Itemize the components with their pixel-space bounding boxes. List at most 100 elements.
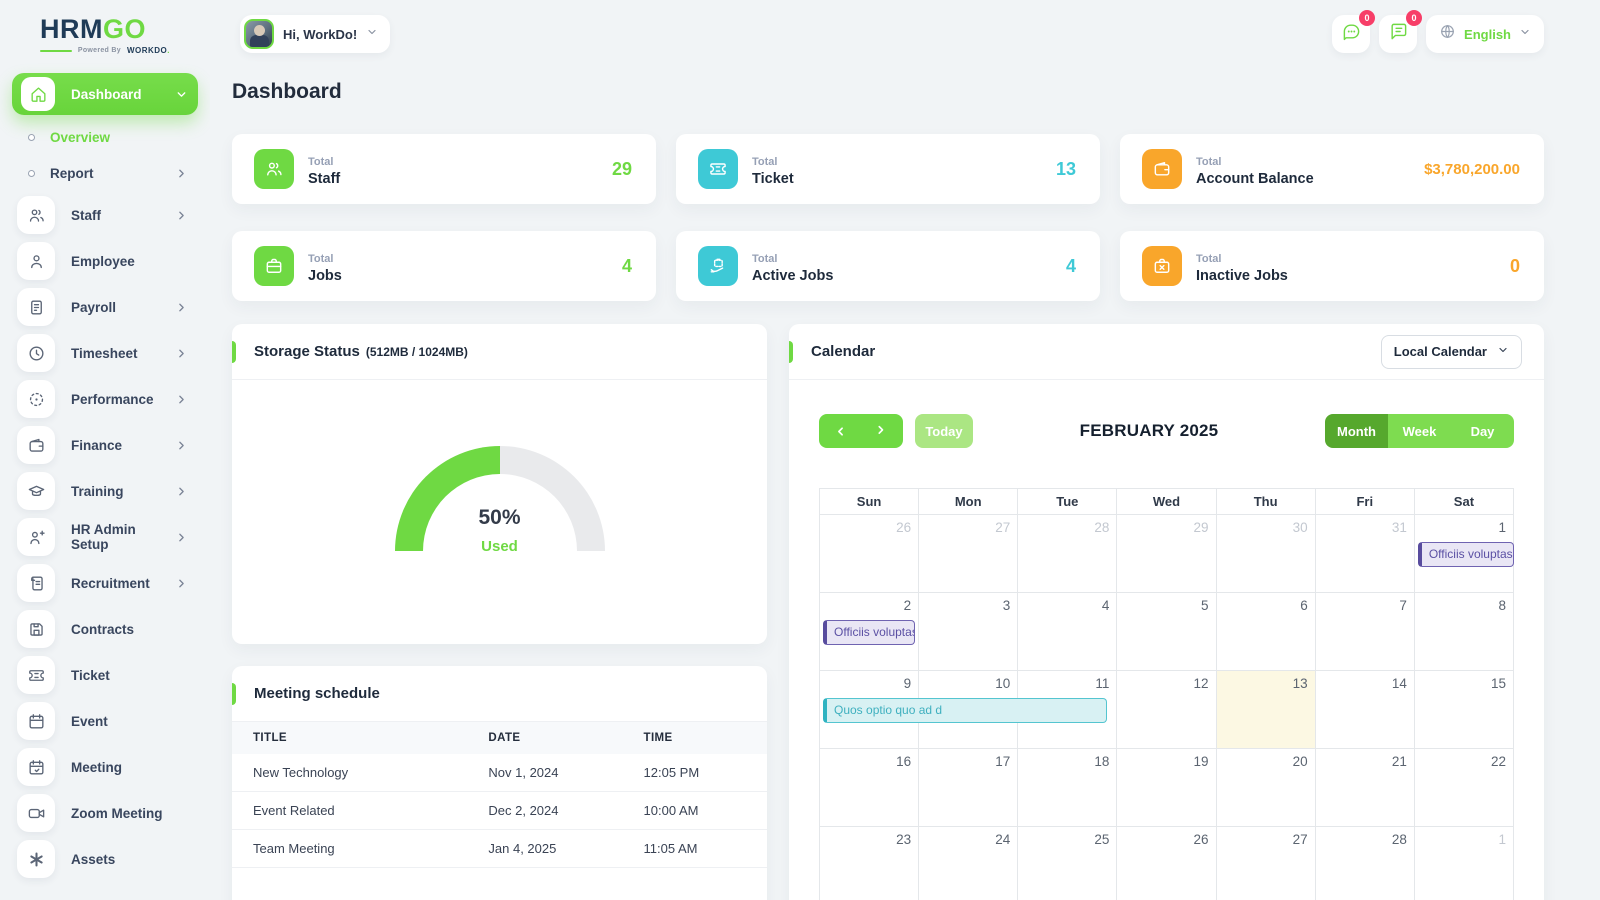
calendar-day-header: Thu	[1215, 488, 1316, 515]
sidebar-item-contracts[interactable]: Contracts	[12, 609, 198, 649]
calendar-day-cell[interactable]: 17	[918, 748, 1019, 827]
sidebar-item-assets[interactable]: Assets	[12, 839, 198, 879]
calendar-day-number: 27	[995, 520, 1011, 535]
calendar-day-cell[interactable]: 26	[818, 514, 920, 593]
calendar-view-month-button[interactable]: Month	[1325, 414, 1388, 448]
sidebar-item-employee[interactable]: Employee	[12, 241, 198, 281]
briefcase-off-icon	[1142, 246, 1182, 286]
calendar-day-cell[interactable]: 15	[1413, 670, 1515, 749]
user-icon	[17, 242, 55, 280]
announcements-button[interactable]: 0	[1379, 10, 1423, 53]
calendar-day-cell[interactable]: 18	[1017, 748, 1118, 827]
calendar-day-number: 13	[1292, 676, 1308, 691]
calendar-day-cell[interactable]: 24	[918, 826, 1019, 900]
sidebar-item-event[interactable]: Event	[12, 701, 198, 741]
brand-logo[interactable]: HRMGO Powered By WORKDO.	[12, 14, 198, 61]
calendar-day-cell[interactable]: 12	[1116, 670, 1217, 749]
stat-card-jobs: Total Jobs 4	[232, 231, 656, 301]
calendar-day-cell[interactable]: 26	[1116, 826, 1217, 900]
storage-gauge: 50% Used	[394, 446, 605, 552]
sidebar-item-staff[interactable]: Staff	[12, 195, 198, 235]
calendar-today-button[interactable]: Today	[915, 414, 973, 448]
calendar-event[interactable]: Officiis voluptas c	[1417, 542, 1514, 567]
sidebar-item-dashboard[interactable]: Dashboard	[12, 73, 198, 115]
calendar-day-number: 23	[896, 832, 912, 847]
sidebar-item-report[interactable]: Report	[28, 159, 188, 187]
stat-value: 4	[1065, 255, 1076, 276]
sidebar-item-overview[interactable]: Overview	[28, 123, 188, 151]
calendar-day-cell[interactable]: 2 Officiis voluptas c	[818, 592, 920, 671]
calendar-day-cell[interactable]: 3	[918, 592, 1019, 671]
sidebar-item-ticket[interactable]: Ticket	[12, 655, 198, 695]
calendar-day-number: 2	[903, 598, 912, 613]
sidebar-item-performance[interactable]: Performance	[12, 379, 198, 419]
user-menu[interactable]: Hi, WorkDo!	[240, 15, 391, 53]
stat-prefix: Total	[1196, 252, 1222, 265]
calendar-day-cell[interactable]: 9 Quos optio quo ad d	[818, 670, 1108, 749]
calendar-day-cell[interactable]: 27	[918, 514, 1019, 593]
calendar-day-number: 3	[1002, 598, 1011, 613]
calendar-event[interactable]: Quos optio quo ad d	[823, 698, 1108, 723]
calendar-day-cell[interactable]: 22	[1413, 748, 1515, 827]
calendar-day-cell[interactable]: 29	[1116, 514, 1217, 593]
language-selector[interactable]: English	[1426, 15, 1544, 53]
calendar-view-day-button[interactable]: Day	[1451, 414, 1514, 448]
calendar-day-cell[interactable]: 20	[1215, 748, 1316, 827]
calendar-day-header: Mon	[918, 488, 1019, 515]
chevron-down-icon	[175, 88, 188, 101]
calendar-day-number: 17	[995, 754, 1011, 769]
calendar-source-select[interactable]: Local Calendar	[1380, 334, 1522, 369]
sidebar-item-training[interactable]: Training	[12, 471, 198, 511]
calendar-day-cell[interactable]: 19	[1116, 748, 1217, 827]
sidebar-item-label: HR Admin Setup	[71, 522, 136, 552]
sidebar-item-recruitment[interactable]: Recruitment	[12, 563, 198, 603]
messages-button[interactable]: 0	[1332, 10, 1376, 53]
calendar-prev-button[interactable]	[819, 414, 861, 448]
sidebar-item-finance[interactable]: Finance	[12, 425, 198, 465]
message-dots-icon	[1342, 22, 1361, 46]
calendar-day-number: 21	[1391, 754, 1407, 769]
chevron-down-icon	[366, 25, 378, 43]
calendar-next-button[interactable]	[861, 414, 903, 448]
calendar-day-cell[interactable]: 28	[1017, 514, 1118, 593]
calendar-title: Calendar	[811, 343, 876, 360]
avatar	[244, 19, 274, 49]
calendar-day-cell[interactable]: 13	[1215, 670, 1316, 749]
calendar-day-number: 16	[896, 754, 912, 769]
calendar-day-cell[interactable]: 7	[1314, 592, 1415, 671]
calendar-day-cell[interactable]: 23	[818, 826, 920, 900]
stat-prefix: Total	[308, 252, 334, 265]
sidebar-item-label: Overview	[50, 129, 111, 145]
calendar-day-cell[interactable]: 27	[1215, 826, 1316, 900]
stat-value: 13	[1055, 158, 1076, 179]
sidebar-item-meeting[interactable]: Meeting	[12, 747, 198, 787]
stat-prefix: Total	[1196, 155, 1222, 168]
calendar-day-cell[interactable]: 6	[1215, 592, 1316, 671]
calendar-day-cell[interactable]: 5	[1116, 592, 1217, 671]
ticket-icon	[698, 149, 738, 189]
calendar-day-cell[interactable]: 31	[1314, 514, 1415, 593]
calendar-day-number: 8	[1498, 598, 1506, 613]
calendar-day-cell[interactable]: 1 Officiis voluptas c	[1413, 514, 1515, 593]
calendar-day-cell[interactable]: 28	[1314, 826, 1415, 900]
calendar-view-week-button[interactable]: Week	[1388, 414, 1451, 448]
sidebar-item-label: Assets	[71, 851, 116, 867]
calendar-day-cell[interactable]: 25	[1017, 826, 1118, 900]
sidebar-item-zoom-meeting[interactable]: Zoom Meeting	[12, 793, 198, 833]
calendar-day-number: 30	[1292, 520, 1308, 535]
circle-icon	[28, 133, 35, 141]
calendar-day-cell[interactable]: 4	[1017, 592, 1118, 671]
calendar-day-cell[interactable]: 8	[1413, 592, 1515, 671]
calendar-day-cell[interactable]: 30	[1215, 514, 1316, 593]
stat-card-ticket: Total Ticket 13	[676, 134, 1100, 204]
calendar-day-cell[interactable]: 1	[1413, 826, 1515, 900]
sidebar-item-timesheet[interactable]: Timesheet	[12, 333, 198, 373]
calendar-day-cell[interactable]: 21	[1314, 748, 1415, 827]
calendar-event[interactable]: Officiis voluptas c	[823, 620, 916, 645]
calendar-day-cell[interactable]: 14	[1314, 670, 1415, 749]
sidebar-item-payroll[interactable]: Payroll	[12, 287, 198, 327]
calendar-day-cell[interactable]: 16	[818, 748, 920, 827]
sidebar-item-hr-admin-setup[interactable]: HR Admin Setup	[12, 517, 198, 557]
calendar-day-number: 1	[1498, 520, 1506, 535]
calendar-toolbar: Today FEBRUARY 2025 Month Week Day	[819, 414, 1514, 448]
